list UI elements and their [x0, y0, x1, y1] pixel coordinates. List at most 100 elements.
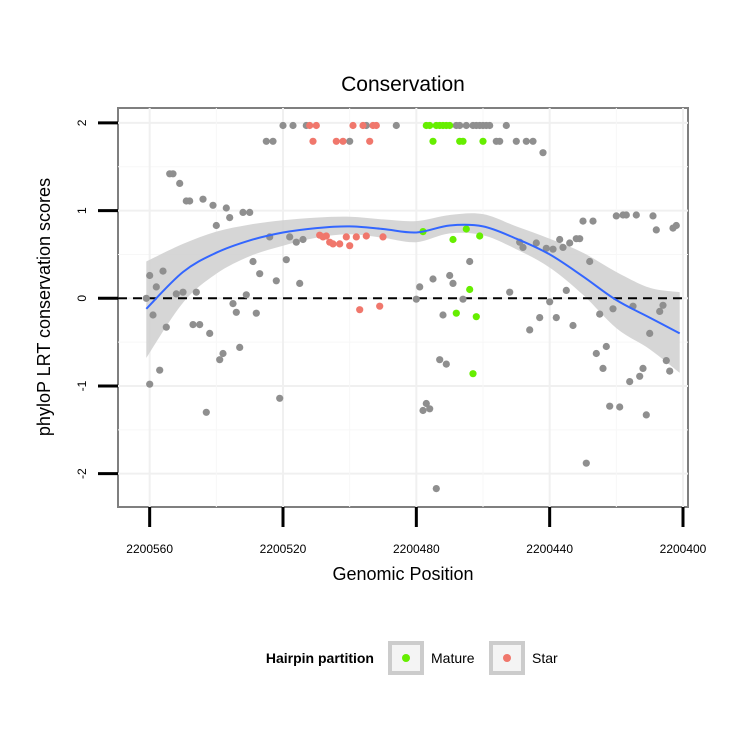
data-point-other	[282, 256, 290, 264]
data-point-other	[236, 343, 244, 351]
smooth-curve-layer	[145, 223, 681, 335]
x-tick-label: 2200520	[260, 542, 307, 556]
data-point-other	[449, 279, 457, 287]
data-point-other	[239, 208, 247, 216]
data-point-other	[672, 221, 680, 230]
data-point-other	[392, 121, 400, 130]
data-point-other	[519, 243, 527, 251]
data-point-other	[556, 235, 564, 244]
data-point-star	[309, 137, 317, 145]
data-point-other	[152, 283, 160, 291]
data-point-other	[262, 137, 270, 145]
data-point-other	[229, 300, 237, 308]
data-point-other	[186, 197, 194, 205]
legend-marker-mature	[402, 654, 410, 662]
data-point-other	[422, 399, 430, 408]
data-point-other	[592, 349, 600, 358]
data-point-other	[526, 326, 534, 334]
data-point-other	[212, 221, 220, 230]
legend-title: Hairpin partition	[266, 650, 374, 666]
data-point-other	[426, 405, 434, 413]
data-point-other	[176, 179, 184, 187]
data-point-other	[159, 267, 167, 275]
data-point-other	[252, 309, 260, 317]
data-point-mature	[446, 121, 454, 130]
data-point-other	[276, 394, 284, 402]
data-point-star	[372, 121, 380, 130]
data-point-other	[219, 349, 227, 358]
x-axis: 2200560 2200520 2200480 2200440 2200400	[126, 507, 707, 556]
data-point-other	[149, 311, 157, 319]
data-point-other	[649, 212, 657, 220]
data-point-other	[659, 301, 667, 309]
y-tick-label: 0	[75, 295, 89, 302]
data-point-mature	[466, 285, 474, 294]
data-point-other	[299, 235, 307, 244]
data-point-other	[642, 411, 650, 419]
data-point-star	[322, 232, 330, 240]
data-point-star	[352, 233, 360, 241]
data-point-other	[559, 243, 567, 251]
data-point-other	[539, 149, 547, 157]
data-point-other	[189, 321, 197, 329]
data-point-other	[196, 321, 204, 329]
data-point-other	[622, 211, 630, 219]
data-point-other	[272, 277, 280, 285]
data-point-mature	[426, 121, 434, 130]
data-point-other	[579, 217, 587, 225]
data-point-mature	[429, 137, 437, 145]
x-tick-label: 2200400	[660, 542, 707, 556]
data-point-other	[616, 403, 624, 411]
data-point-other	[462, 121, 470, 130]
data-point-other	[439, 311, 447, 319]
data-point-other	[142, 294, 150, 302]
data-point-other	[502, 121, 510, 130]
data-point-other	[146, 271, 154, 280]
data-point-other	[246, 208, 254, 216]
data-point-other	[206, 329, 214, 337]
data-point-other	[576, 235, 584, 243]
data-point-other	[632, 211, 640, 219]
data-point-other	[606, 402, 614, 410]
data-point-other	[496, 137, 504, 145]
data-point-other	[456, 121, 464, 130]
data-point-star	[349, 121, 357, 130]
data-point-other	[609, 305, 617, 313]
data-point-other	[172, 290, 180, 298]
data-point-other	[566, 239, 574, 247]
data-point-other	[666, 367, 674, 375]
data-point-other	[459, 295, 467, 303]
data-point-other	[536, 314, 544, 322]
data-point-star	[376, 302, 384, 310]
legend-marker-star	[503, 654, 511, 662]
data-points	[142, 121, 680, 493]
data-point-star	[332, 137, 340, 145]
data-point-star	[339, 137, 347, 145]
y-axis-label: phyloP LRT conservation scores	[34, 178, 54, 436]
legend: Hairpin partition Mature Star	[266, 641, 558, 675]
data-point-other	[179, 288, 187, 296]
data-point-mature	[449, 235, 457, 244]
data-point-other	[599, 364, 607, 372]
data-point-other	[522, 137, 530, 145]
data-point-star	[342, 233, 350, 241]
data-point-star	[359, 121, 367, 130]
data-point-other	[646, 329, 654, 337]
data-point-mature	[469, 370, 477, 378]
legend-label-star: Star	[532, 650, 558, 666]
data-point-other	[429, 275, 437, 283]
data-point-other	[589, 217, 597, 225]
data-point-other	[292, 238, 300, 246]
data-point-mature	[459, 137, 467, 145]
data-point-star	[346, 242, 354, 250]
data-point-other	[652, 226, 660, 234]
y-tick-label: -1	[75, 380, 89, 391]
data-point-other	[546, 298, 554, 306]
data-point-other	[242, 291, 250, 299]
data-point-other	[156, 366, 164, 374]
data-point-star	[336, 240, 344, 248]
data-point-other	[289, 121, 297, 130]
plot-panel	[117, 107, 689, 508]
data-point-other	[412, 295, 420, 303]
